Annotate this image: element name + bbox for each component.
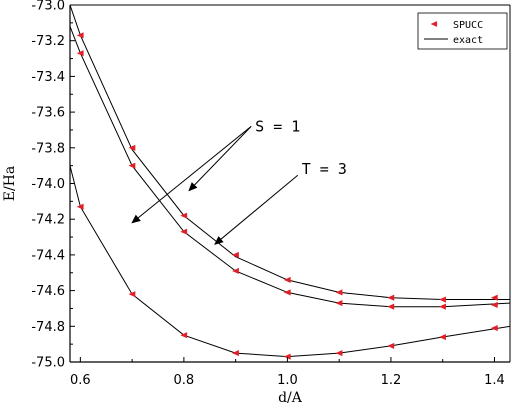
spucc-point-3-2 xyxy=(128,291,136,298)
annotation-label-1: S = 1 xyxy=(255,117,300,135)
x-tick-label-3: 1.0 xyxy=(277,373,298,388)
y-tick-label-2: -73.2 xyxy=(31,34,65,49)
spucc-point-1-6 xyxy=(335,289,343,296)
y-tick-label-6: -74.0 xyxy=(31,177,65,192)
spucc-point-3-7 xyxy=(387,342,395,349)
plot-area xyxy=(70,5,510,360)
spucc-point-2-9 xyxy=(490,301,498,308)
spucc-point-1-7 xyxy=(387,294,395,301)
y-tick-label-7: -74.2 xyxy=(31,213,65,228)
y-tick-label-1: -73.0 xyxy=(31,0,65,14)
spucc-point-1-1 xyxy=(76,32,84,39)
spucc-point-3-4 xyxy=(232,350,239,357)
spucc-point-3-1 xyxy=(76,203,84,210)
spucc-point-2-3 xyxy=(180,228,188,235)
legend-label-exact: exact xyxy=(453,35,483,46)
y-tick-label-8: -74.4 xyxy=(31,248,65,263)
y-tick-label-3: -73.4 xyxy=(31,70,65,85)
spucc-point-3-3 xyxy=(180,332,188,339)
spucc-point-1-2 xyxy=(128,144,136,151)
spucc-point-2-5 xyxy=(283,289,291,296)
exact-line-3 xyxy=(70,165,510,358)
annotation-arrow-2-1 xyxy=(214,174,299,245)
annotations: S = 1 T = 3 xyxy=(131,117,347,245)
spucc-point-3-8 xyxy=(439,333,446,341)
spucc-point-3-6 xyxy=(335,350,343,357)
y-tick-label-4: -73.6 xyxy=(31,106,65,121)
spucc-point-2-1 xyxy=(76,50,84,57)
y-tick-label-11: -75.0 xyxy=(31,356,65,371)
spucc-point-1-4 xyxy=(232,251,239,258)
y-tick-label-5: -73.8 xyxy=(31,141,65,156)
spucc-point-1-8 xyxy=(439,296,446,303)
spucc-point-2-6 xyxy=(335,300,343,307)
spucc-point-2-8 xyxy=(439,303,446,310)
x-tick-label-1: 0.6 xyxy=(70,373,91,388)
spucc-point-1-3 xyxy=(180,212,188,219)
legend: SPUCC exact xyxy=(417,12,508,50)
y-axis-label: E/Ha xyxy=(2,166,18,202)
exact-line-2 xyxy=(70,26,510,308)
annotation-arrow-1-2 xyxy=(131,125,252,224)
spucc-point-3-5 xyxy=(283,353,291,360)
legend-label-spucc: SPUCC xyxy=(453,20,483,31)
legend-marker-spucc xyxy=(430,21,438,27)
x-tick-label-5: 1.4 xyxy=(484,373,505,388)
y-tick-label-10: -74.8 xyxy=(31,320,65,335)
spucc-point-1-9 xyxy=(490,294,498,301)
annotation-label-2: T = 3 xyxy=(302,160,347,178)
legend-box xyxy=(417,12,508,50)
x-axis-label: d/A xyxy=(278,390,303,406)
x-tick-label-4: 1.2 xyxy=(381,373,402,388)
spucc-point-3-9 xyxy=(490,325,498,332)
y-tick-label-9: -74.6 xyxy=(31,284,65,299)
spucc-point-2-7 xyxy=(387,303,395,310)
spucc-point-2-2 xyxy=(128,162,136,169)
spucc-point-2-4 xyxy=(232,267,239,275)
spucc-point-1-5 xyxy=(283,276,291,283)
exact-line-1 xyxy=(70,5,510,300)
x-tick-label-2: 0.8 xyxy=(174,373,195,388)
annotation-arrow-1-1 xyxy=(188,126,252,192)
